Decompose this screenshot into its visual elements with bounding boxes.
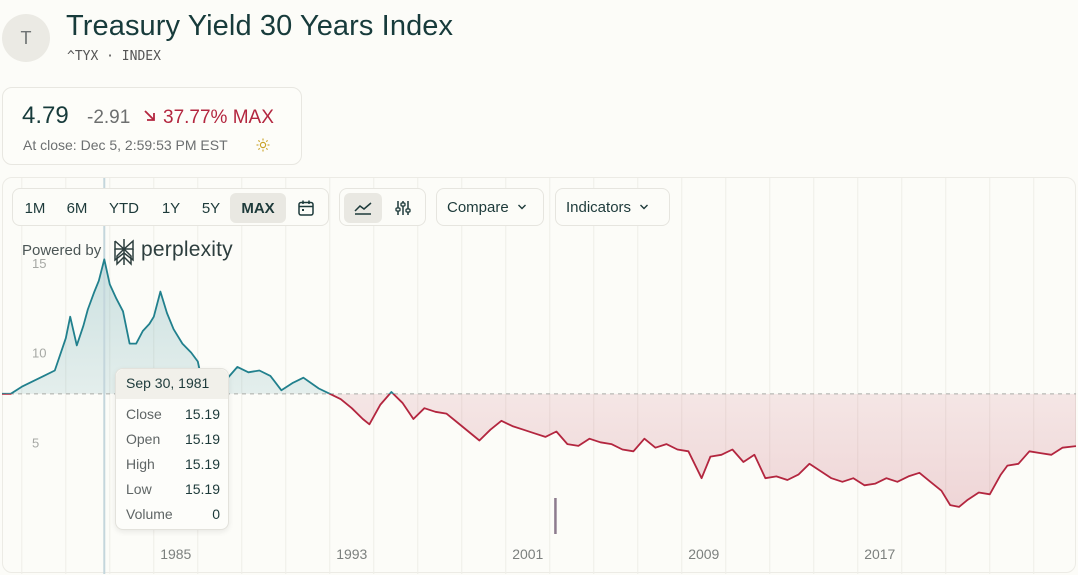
yield-chart[interactable]: 5 10 15 1985 1993 2001 2009 2017 [2,178,1076,574]
area-fill-below [2,393,1076,507]
sun-icon [256,138,270,152]
tooltip-date: Sep 30, 1981 [116,369,228,399]
tooltip-row-high: High 15.19 [126,456,220,472]
x-tick-label: 2009 [688,546,719,562]
y-tick-label: 5 [32,435,39,450]
perplexity-logo-icon [114,239,134,266]
volume-marker [554,498,557,534]
indicators-dropdown[interactable]: Indicators [555,188,670,226]
chart-type-selector [339,188,426,226]
compare-label: Compare [447,198,509,216]
time-range-selector: 1M 6M YTD 1Y 5Y MAX [12,188,329,226]
x-tick-label: 2001 [512,546,543,562]
compare-dropdown[interactable]: Compare [436,188,544,226]
data-tooltip: Sep 30, 1981 Close 15.19 Open 15.19 High… [115,368,229,530]
range-max-button[interactable]: MAX [230,193,286,223]
chevron-down-icon [517,204,526,210]
tooltip-label: Open [126,431,161,447]
price-change: -2.91 [87,107,131,128]
tooltip-row-volume: Volume 0 [126,506,220,522]
range-6m-button[interactable]: 6M [66,199,88,217]
ticker-subtitle: ^TYX · INDEX [67,49,161,64]
perplexity-brand: perplexity [141,238,233,261]
tooltip-label: High [126,456,155,472]
index-avatar: T [2,14,50,62]
tooltip-value: 15.19 [184,431,220,447]
tooltip-row-low: Low 15.19 [126,481,220,497]
page-title: Treasury Yield 30 Years Index [66,10,454,42]
y-tick-label: 15 [32,256,46,271]
sliders-icon [395,201,411,215]
area-fill-above [2,259,394,394]
quote-card: 4.79 -2.91 37.77% MAX At close: Dec 5, 2… [2,87,302,165]
percent-change: 37.77% MAX [163,107,274,129]
x-tick-label: 2017 [864,546,895,562]
tooltip-value: 15.19 [184,406,220,422]
series-line-below [2,393,1076,508]
range-1y-button[interactable]: 1Y [161,199,181,217]
calendar-icon[interactable] [297,199,315,217]
line-chart-icon [354,202,372,215]
line-chart-button[interactable] [344,193,382,223]
percent-change-range: MAX [232,107,274,128]
range-ytd-button[interactable]: YTD [109,199,139,217]
indicators-label: Indicators [566,198,632,216]
close-timestamp: At close: Dec 5, 2:59:53 PM EST [23,137,228,153]
current-price: 4.79 [22,102,69,129]
tooltip-value: 15.19 [184,481,220,497]
tooltip-label: Volume [126,506,173,522]
tooltip-value: 15.19 [184,456,220,472]
tooltip-row-open: Open 15.19 [126,431,220,447]
powered-by-label: Powered by [22,242,102,259]
x-tick-label: 1993 [336,546,367,562]
tooltip-label: Close [126,406,162,422]
series-line-above [2,258,395,394]
chart-settings-button[interactable] [384,193,422,223]
tooltip-label: Low [126,481,152,497]
range-1m-button[interactable]: 1M [24,199,46,217]
range-5y-button[interactable]: 5Y [201,199,221,217]
tooltip-value: 0 [212,506,220,522]
chevron-down-icon [640,204,649,210]
x-tick-label: 1985 [160,546,191,562]
tooltip-row-close: Close 15.19 [126,406,220,422]
y-tick-label: 10 [32,346,46,361]
arrow-down-right-icon [144,110,155,121]
percent-change-value: 37.77% [163,107,228,128]
